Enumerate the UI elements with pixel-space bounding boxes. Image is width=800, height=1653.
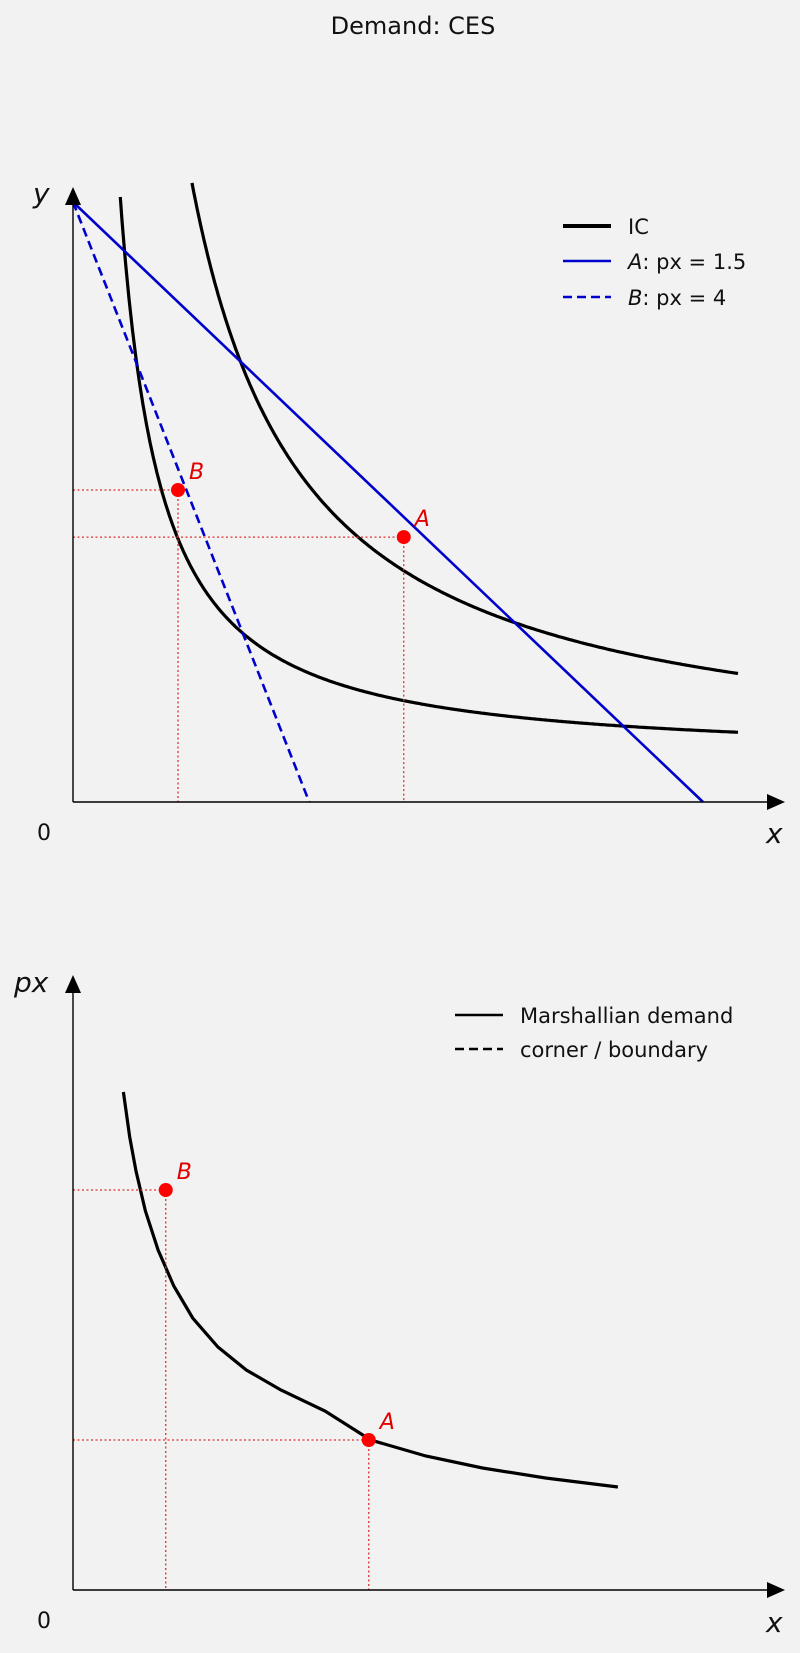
p2-legend-boundary-label: corner / boundary bbox=[520, 1038, 708, 1062]
p1-legend-a-eq: : px = 1.5 bbox=[642, 250, 746, 274]
p1-y-axis-label: y bbox=[32, 177, 50, 210]
p1-point-label-B: B bbox=[189, 460, 204, 485]
figure-title: Demand: CES bbox=[331, 12, 496, 40]
p1-budget-line-3 bbox=[71, 201, 311, 803]
p1-legend-b-prefix: B bbox=[628, 286, 642, 310]
p2-points-group: AB bbox=[158, 1160, 395, 1447]
p2-point-B bbox=[158, 1183, 173, 1197]
p2-y-axis-label: px bbox=[13, 966, 49, 999]
p1-series-group bbox=[71, 182, 739, 803]
p2-demand-curve bbox=[121, 1091, 619, 1489]
indifference-panel: y x 0 AB IC A: px = 1.5 B: px = 4 bbox=[32, 177, 785, 850]
p2-x-axis-arrow bbox=[767, 1582, 785, 1598]
p2-origin-label: 0 bbox=[37, 1609, 51, 1634]
p1-legend: IC A: px = 1.5 B: px = 4 bbox=[563, 215, 746, 310]
p2-point-label-B: B bbox=[177, 1160, 192, 1185]
p1-legend-b-eq: : px = 4 bbox=[642, 286, 726, 310]
p2-series-group bbox=[121, 1091, 619, 1489]
p2-point-A bbox=[361, 1433, 376, 1447]
p2-y-axis-arrow bbox=[65, 975, 81, 993]
p2-x-axis-label: x bbox=[765, 1606, 783, 1639]
p1-y-axis-arrow bbox=[65, 187, 81, 205]
p1-x-axis-label: x bbox=[765, 817, 783, 850]
p1-x-axis-arrow bbox=[767, 794, 785, 810]
p2-guides-group bbox=[73, 1189, 370, 1590]
p1-origin-label: 0 bbox=[37, 821, 51, 846]
p1-points-group: AB bbox=[171, 460, 430, 545]
p2-legend-demand-label: Marshallian demand bbox=[520, 1004, 733, 1028]
p1-point-B bbox=[171, 483, 185, 497]
p1-legend-b-label: B: px = 4 bbox=[628, 286, 726, 310]
p1-guides-group bbox=[73, 489, 405, 802]
p1-ic-curve-1 bbox=[190, 182, 739, 676]
p1-legend-ic-label: IC bbox=[628, 215, 649, 239]
p1-point-label-A: A bbox=[413, 507, 430, 532]
p2-point-label-A: A bbox=[378, 1410, 395, 1435]
p1-budget-line-2 bbox=[72, 201, 704, 803]
p1-point-A bbox=[396, 530, 411, 545]
p1-legend-a-prefix: A bbox=[626, 250, 642, 274]
p2-legend: Marshallian demand corner / boundary bbox=[455, 1004, 733, 1062]
p1-ic-curve-0 bbox=[118, 196, 739, 734]
demand-panel: px x 0 AB Marshallian demand corner / bo… bbox=[13, 966, 785, 1639]
p1-legend-a-label: A: px = 1.5 bbox=[626, 250, 746, 274]
